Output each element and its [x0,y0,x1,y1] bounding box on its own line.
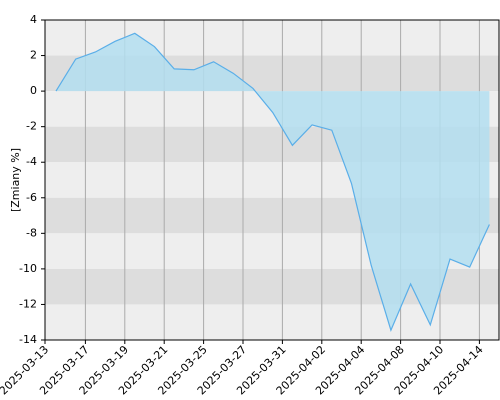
area [56,33,490,331]
y-tick-label: 4 [30,13,37,26]
y-tick-label: -14 [19,333,37,346]
y-tick-label: 2 [30,49,37,62]
y-tick-label: -4 [26,155,37,168]
y-tick-label: -6 [26,191,37,204]
y-tick-label: -10 [19,262,37,275]
line [55,32,490,332]
y-tick-label: -12 [19,297,37,310]
y-tick-label: -2 [26,120,37,133]
y-axis-label: [Zmiany %] [9,148,22,212]
y-tick-label: 0 [30,84,37,97]
plot-frame [44,19,500,341]
y-tick-label: -8 [26,226,37,239]
